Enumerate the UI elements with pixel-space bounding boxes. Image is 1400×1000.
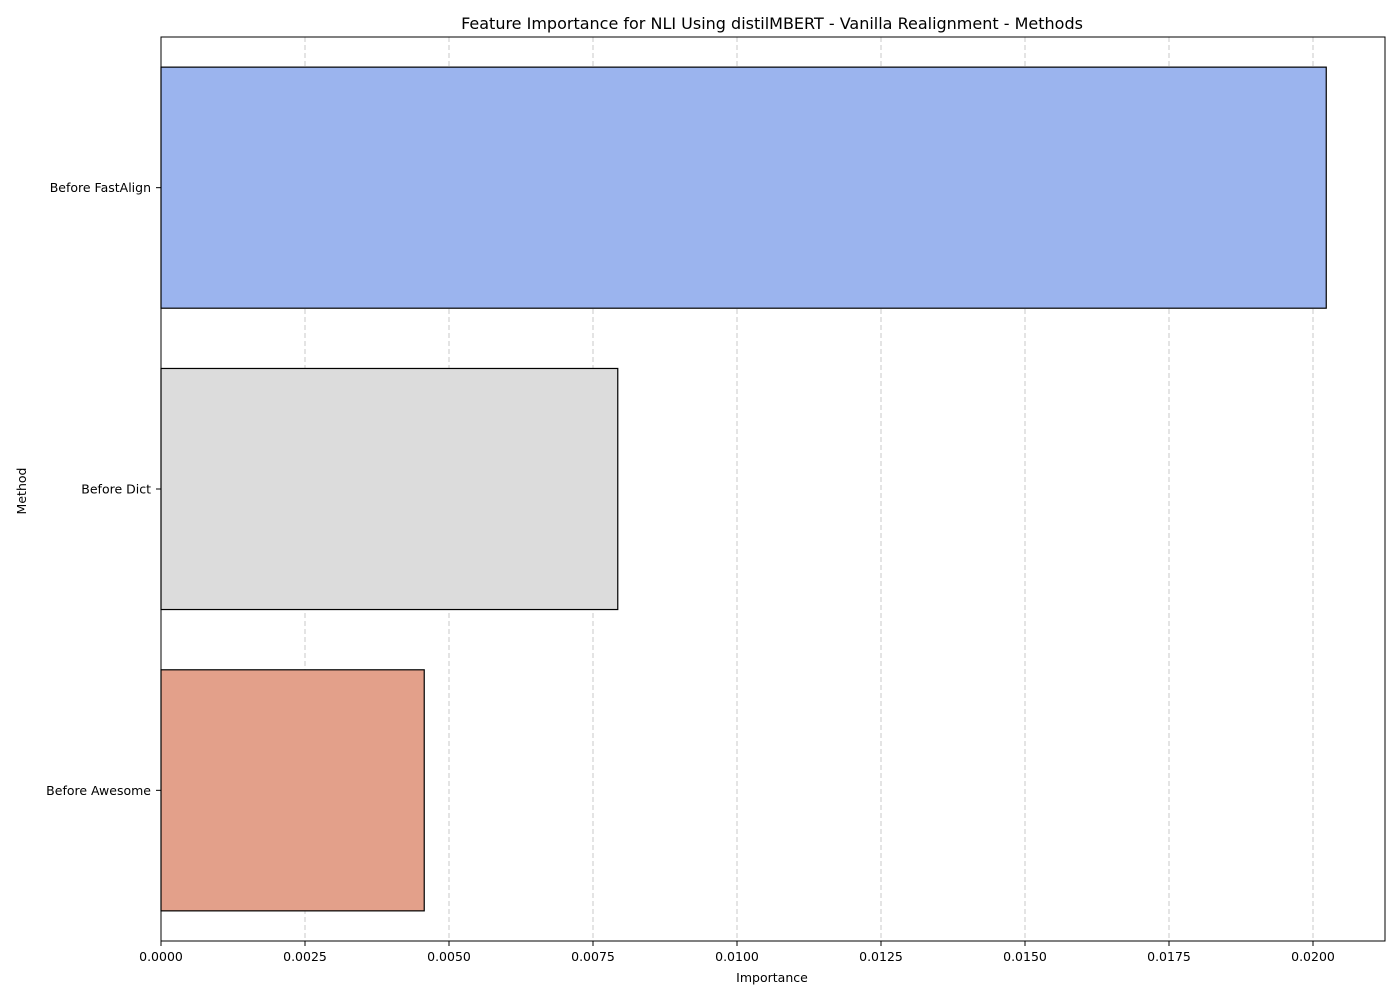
x-tick-label: 0.0000 bbox=[139, 949, 183, 964]
y-tick-label: Before Awesome bbox=[46, 783, 151, 798]
x-ticks: 0.0000 0.0025 0.0050 0.0075 0.0100 0.0125 0.01… bbox=[139, 941, 1335, 964]
bar-before-fastalign bbox=[160, 66, 1327, 309]
chart-title: Feature Importance for NLI Using distilM… bbox=[461, 14, 1083, 33]
y-tick-label: Before FastAlign bbox=[50, 180, 151, 195]
x-axis-label: Importance bbox=[736, 970, 808, 985]
x-tick-label: 0.0100 bbox=[715, 949, 759, 964]
x-tick-label: 0.0025 bbox=[283, 949, 327, 964]
x-tick-label: 0.0200 bbox=[1291, 949, 1335, 964]
y-ticks: Before FastAlign Before Dict Before Awesom… bbox=[46, 180, 161, 798]
x-tick-label: 0.0125 bbox=[859, 949, 903, 964]
x-tick-label: 0.0075 bbox=[571, 949, 615, 964]
y-tick-label: Before Dict bbox=[81, 482, 151, 497]
y-axis-label: Method bbox=[14, 468, 29, 515]
bar-before-awesome bbox=[160, 669, 425, 912]
x-tick-label: 0.0150 bbox=[1003, 949, 1047, 964]
bars bbox=[160, 66, 1327, 912]
bar-before-dict bbox=[160, 367, 619, 611]
x-tick-label: 0.0050 bbox=[427, 949, 471, 964]
x-tick-label: 0.0175 bbox=[1147, 949, 1191, 964]
